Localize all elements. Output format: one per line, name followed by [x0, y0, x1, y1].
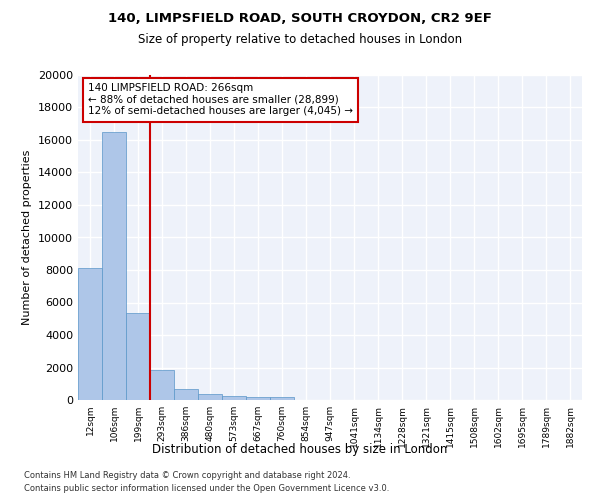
- Y-axis label: Number of detached properties: Number of detached properties: [22, 150, 32, 325]
- Bar: [222, 396, 246, 400]
- Bar: [174, 388, 198, 400]
- Bar: [246, 397, 270, 400]
- Bar: [102, 132, 126, 400]
- Bar: [270, 397, 294, 400]
- Bar: [150, 370, 174, 400]
- Text: Size of property relative to detached houses in London: Size of property relative to detached ho…: [138, 32, 462, 46]
- Text: Contains HM Land Registry data © Crown copyright and database right 2024.: Contains HM Land Registry data © Crown c…: [24, 471, 350, 480]
- Bar: [78, 268, 102, 400]
- Text: 140 LIMPSFIELD ROAD: 266sqm
← 88% of detached houses are smaller (28,899)
12% of: 140 LIMPSFIELD ROAD: 266sqm ← 88% of det…: [88, 83, 353, 116]
- Bar: [126, 313, 150, 400]
- Text: Contains public sector information licensed under the Open Government Licence v3: Contains public sector information licen…: [24, 484, 389, 493]
- Bar: [198, 394, 222, 400]
- Text: Distribution of detached houses by size in London: Distribution of detached houses by size …: [152, 442, 448, 456]
- Text: 140, LIMPSFIELD ROAD, SOUTH CROYDON, CR2 9EF: 140, LIMPSFIELD ROAD, SOUTH CROYDON, CR2…: [108, 12, 492, 26]
